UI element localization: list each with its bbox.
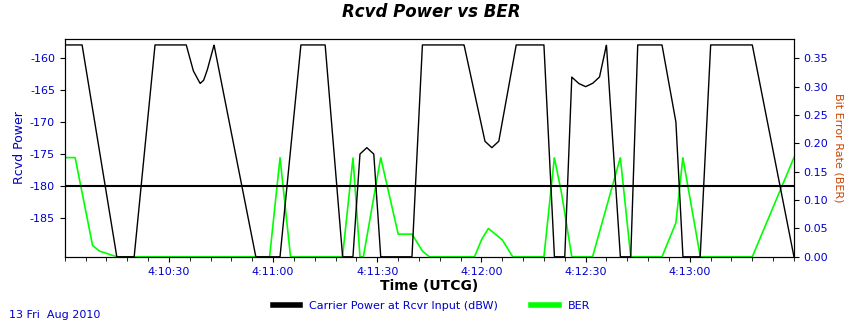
Legend: Carrier Power at Rcvr Input (dBW), BER: Carrier Power at Rcvr Input (dBW), BER (268, 297, 595, 316)
X-axis label: Time (UTCG): Time (UTCG) (381, 279, 478, 293)
Text: 13 Fri  Aug 2010: 13 Fri Aug 2010 (9, 310, 100, 320)
Y-axis label: Bit Error Rate (BER): Bit Error Rate (BER) (834, 93, 844, 203)
Text: Rcvd Power vs BER: Rcvd Power vs BER (343, 3, 520, 21)
Y-axis label: Rcvd Power: Rcvd Power (13, 111, 26, 184)
